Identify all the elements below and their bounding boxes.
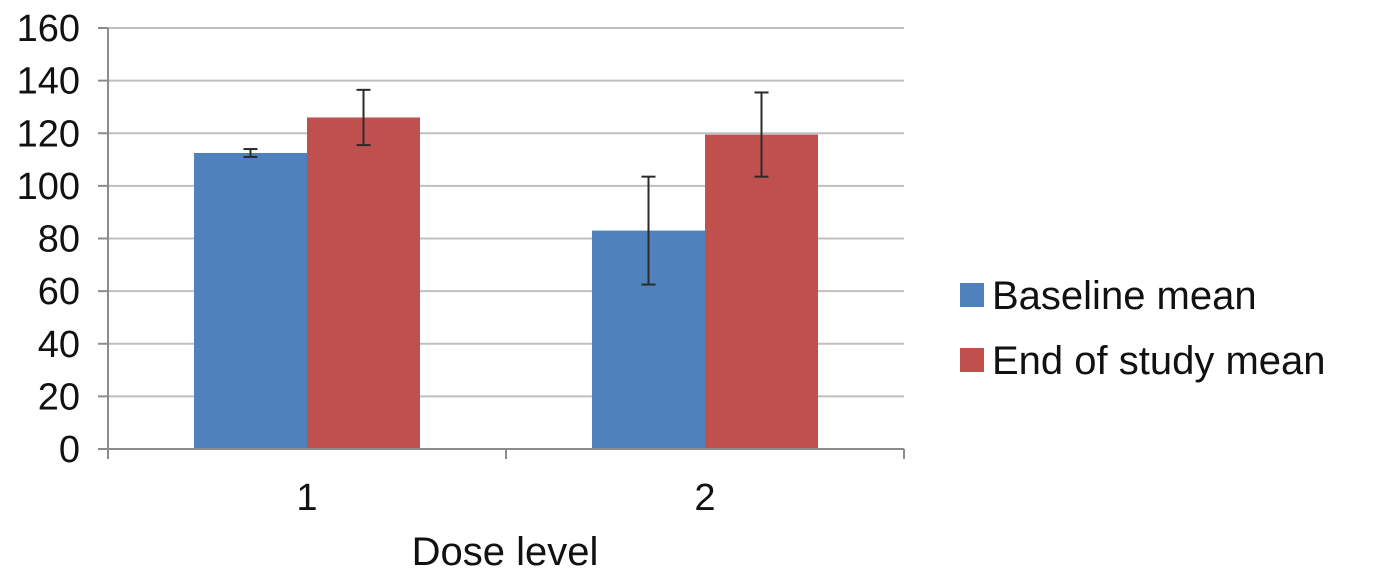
- bar-end-of-study-1: [307, 117, 420, 450]
- error-bars: [243, 88, 769, 286]
- bar-baseline-1: [194, 152, 307, 449]
- legend: Baseline mean End of study mean: [960, 274, 1326, 383]
- y-tick-label: 160: [17, 8, 80, 50]
- legend-label: Baseline mean: [992, 274, 1257, 318]
- y-tick-label: 60: [38, 271, 80, 313]
- y-tick-label: 40: [38, 324, 80, 366]
- legend-swatch: [960, 283, 984, 307]
- y-tick-label: 80: [38, 219, 80, 261]
- x-tick-label: 2: [694, 477, 715, 519]
- x-tick-label: 1: [296, 477, 317, 519]
- bars: [194, 117, 818, 450]
- y-tick-label: 140: [17, 61, 80, 103]
- y-tick-label: 0: [59, 429, 80, 471]
- y-tick-labels: 0 20 40 60 80 100 120 140 160: [17, 8, 80, 471]
- y-tick-label: 20: [38, 376, 80, 418]
- axes: [98, 27, 905, 459]
- y-tick-label: 120: [17, 113, 80, 155]
- legend-label: End of study mean: [992, 339, 1326, 383]
- x-axis-title: Dose level: [412, 530, 599, 574]
- legend-swatch: [960, 348, 984, 372]
- y-tick-label: 100: [17, 166, 80, 208]
- bar-end-of-study-2: [705, 134, 818, 450]
